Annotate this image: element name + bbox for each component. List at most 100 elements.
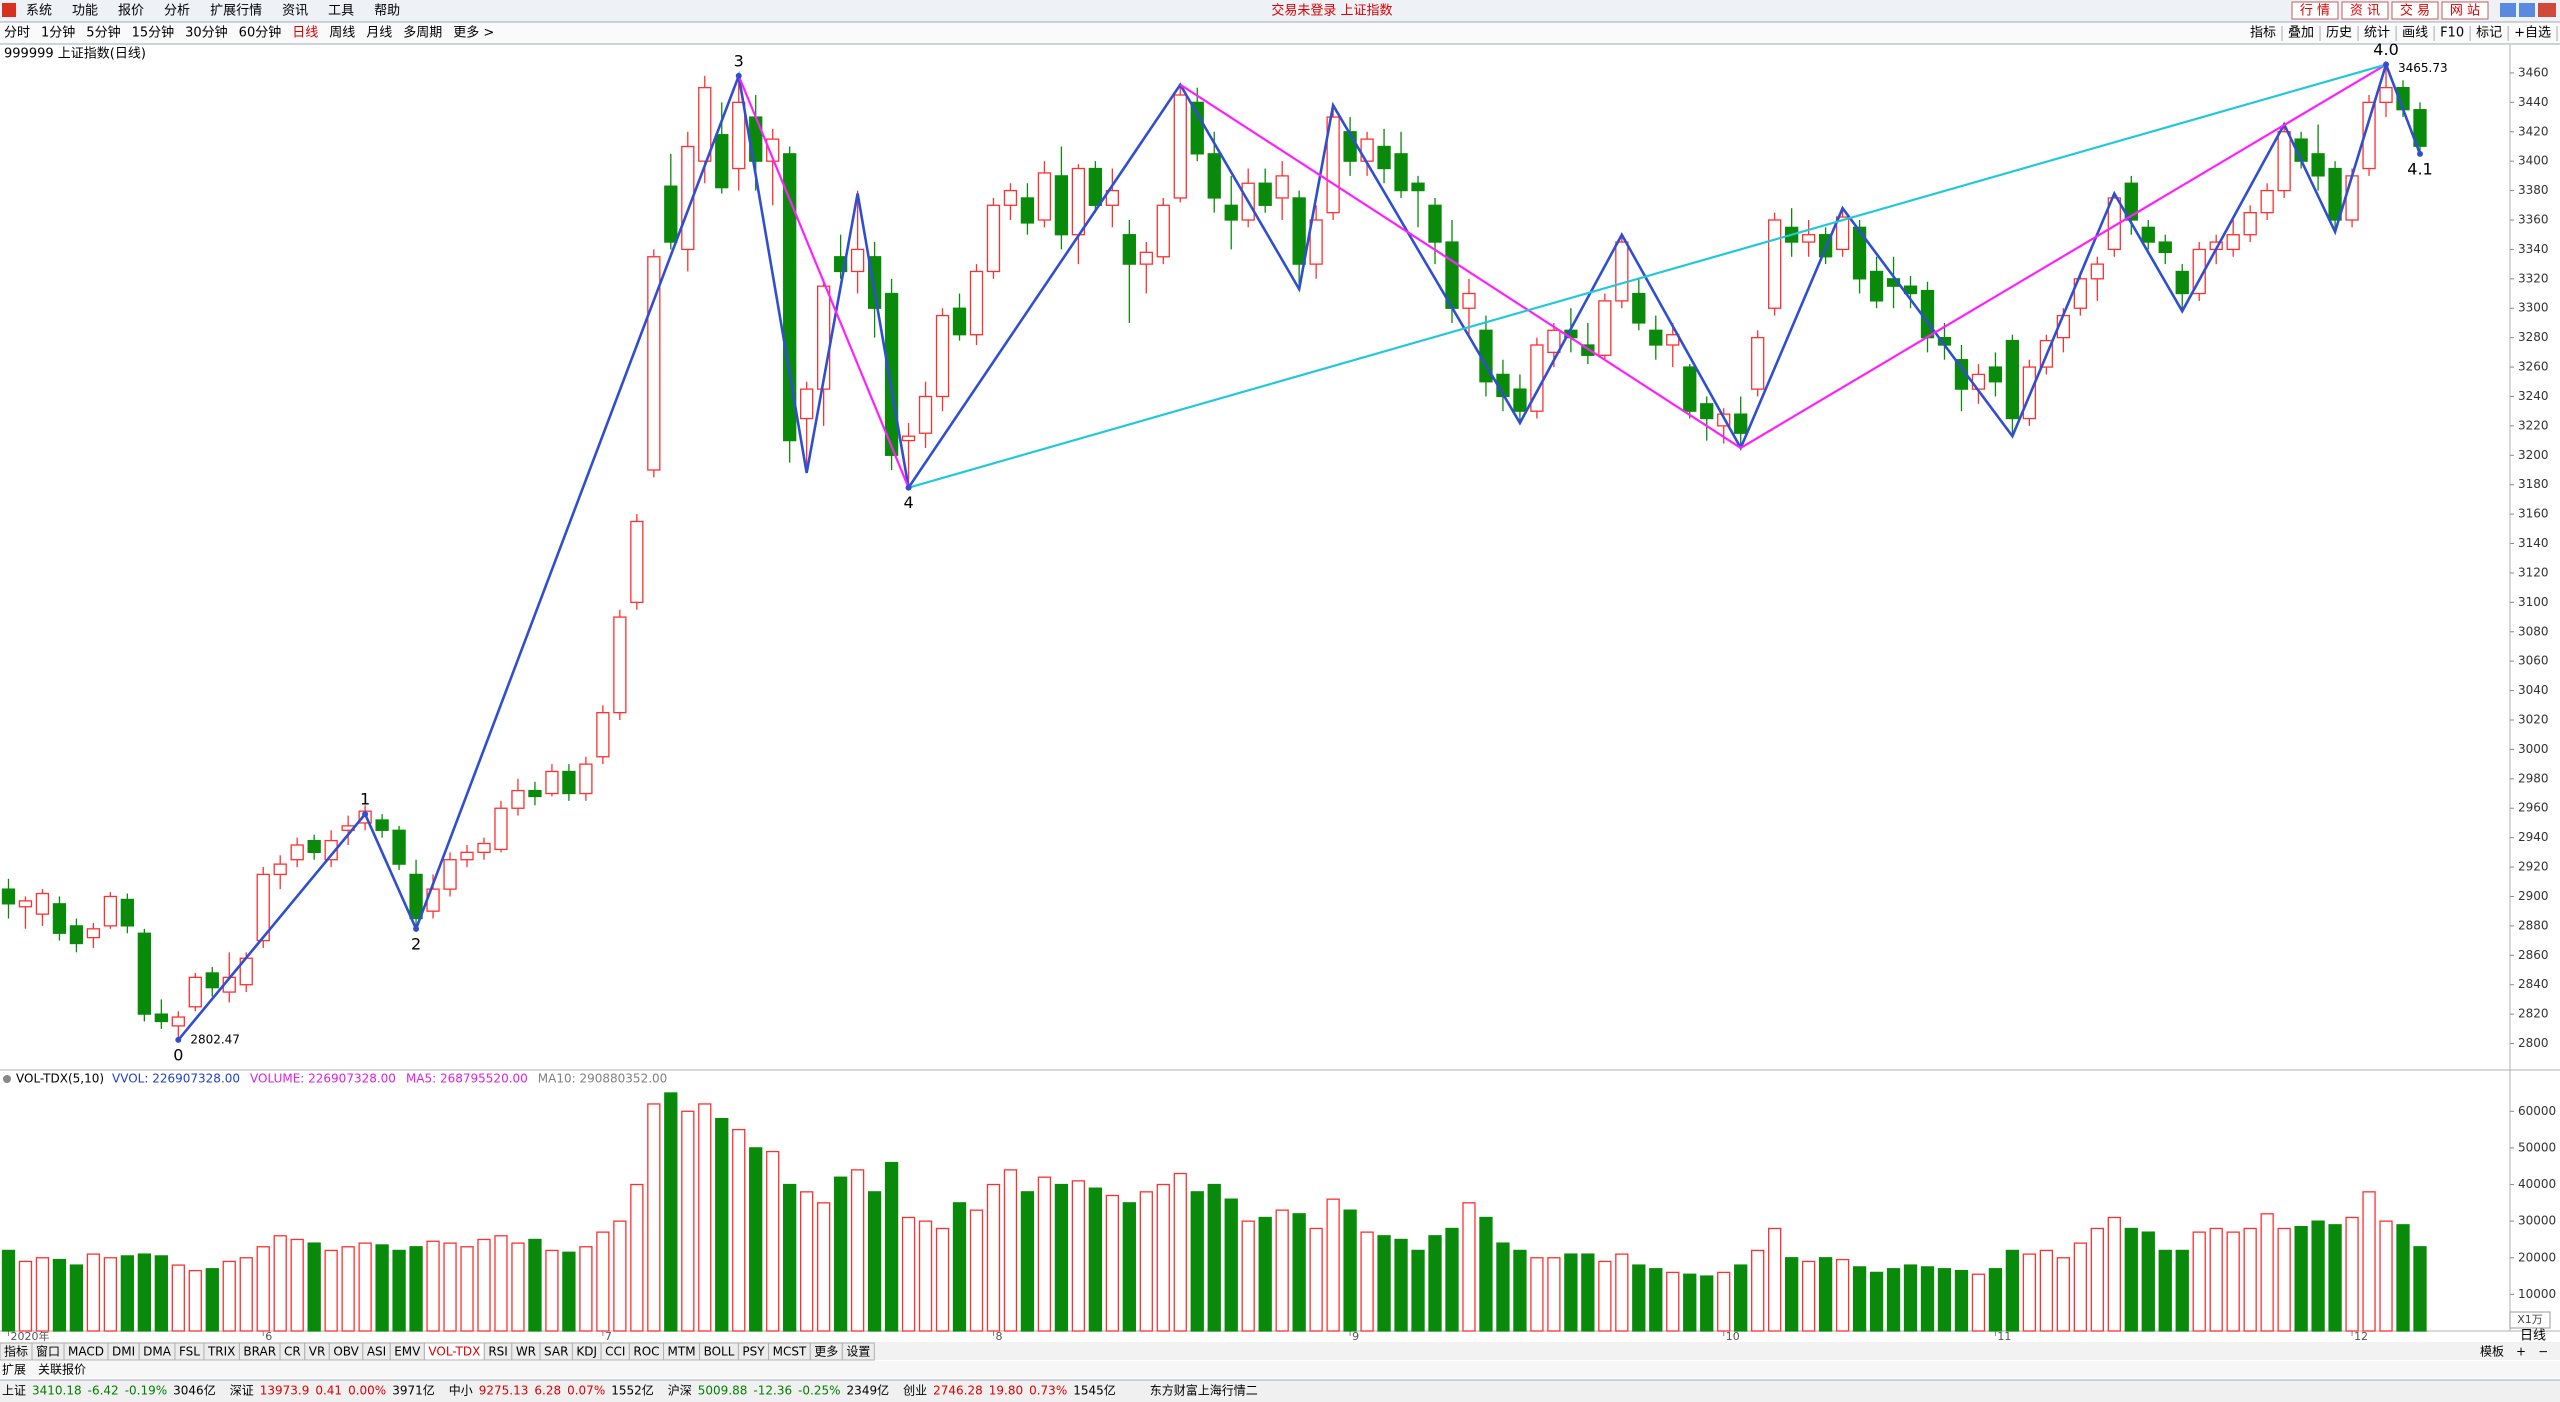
template-button[interactable]: 模板 [2480,1345,2504,1359]
indicator-tab[interactable]: 设置 [846,1345,870,1359]
volume-bar [1700,1275,1714,1332]
tool-button[interactable]: +自选 [2514,26,2551,41]
candle-body [1920,289,1935,339]
period-tab[interactable]: 5分钟 [86,25,120,41]
period-tab[interactable]: 分时 [4,26,30,41]
tool-button[interactable]: 标记 [2476,26,2502,41]
candle-body [1275,175,1289,199]
indicator-tab-box[interactable] [841,1342,875,1361]
menu-item[interactable]: 帮助 [374,4,400,19]
tool-button[interactable]: 历史 [2326,26,2352,41]
pivot-point [2383,61,2390,68]
menu-item[interactable]: 功能 [72,4,98,19]
period-tab[interactable]: 多周期 [403,25,442,41]
volume-bar [1309,1227,1323,1332]
top-button-label[interactable]: 网 站 [2450,4,2480,19]
indicator-tab[interactable]: PSY [742,1345,765,1359]
period-tab[interactable]: 1分钟 [41,25,75,41]
indicator-tab[interactable]: DMA [143,1345,172,1359]
period-tab[interactable]: 60分钟 [239,25,282,41]
indicator-tab[interactable]: MACD [68,1345,104,1359]
indicator-tab[interactable]: BRAR [243,1345,276,1359]
top-button[interactable] [2441,1,2489,20]
volume-bar [1241,1220,1255,1332]
menu-item[interactable]: 资讯 [282,4,308,19]
candle-body [1190,101,1204,155]
top-button[interactable] [2291,1,2339,20]
indicator-tab[interactable]: KDJ [576,1345,597,1359]
tool-button[interactable]: 统计 [2364,26,2390,41]
indicator-tab[interactable]: TRIX [207,1345,235,1359]
y-tick-label: 2920 [2518,860,2549,874]
period-tab[interactable]: 30分钟 [185,25,228,41]
status-amount: 2349亿 [847,1383,890,1398]
candle-body [1683,366,1697,412]
tool-button[interactable]: 画线 [2402,26,2428,41]
menu-item[interactable]: 报价 [118,4,144,19]
indicator-tab[interactable]: WR [516,1345,536,1359]
volume-bar [443,1242,457,1332]
indicator-tab[interactable]: CR [284,1345,301,1359]
volume-bar [681,1110,695,1332]
volume-bar [867,1191,882,1332]
indicator-tab[interactable]: VR [309,1345,326,1359]
app-icon[interactable] [2,3,16,17]
status-name: 中小 [449,1383,473,1398]
y-tick-label: 3060 [2518,654,2549,668]
menu-item[interactable]: 扩展行情 [210,4,262,19]
indicator-tab[interactable]: 窗口 [36,1345,60,1359]
indicator-tab[interactable]: RSI [488,1345,508,1359]
top-button[interactable] [2341,1,2389,20]
y-tick-label: 20000 [2518,1250,2556,1264]
menu-item[interactable]: 系统 [26,4,52,19]
volume-bar [1360,1231,1374,1332]
indicator-tab[interactable]: 指标 [4,1344,28,1359]
tool-button[interactable]: 指标 [2250,26,2276,41]
indicator-tab[interactable]: EMV [394,1345,421,1359]
window-button[interactable] [2500,3,2516,17]
indicator-tab[interactable]: 更多 [814,1345,838,1359]
volume-bar [494,1235,508,1332]
indicator-tab[interactable]: ROC [633,1345,659,1359]
period-tab[interactable]: 月线 [366,26,392,41]
indicator-tab[interactable]: DMI [112,1345,135,1359]
indicator-tab[interactable]: MTM [668,1345,696,1359]
top-button-label[interactable]: 交 易 [2400,3,2430,19]
menu-item[interactable]: 工具 [328,4,354,19]
period-tab[interactable]: 15分钟 [132,25,175,41]
pivot-label: 0 [173,1045,183,1064]
period-tab[interactable]: 日线 [292,26,318,41]
indicator-tab[interactable]: BOLL [704,1345,735,1359]
candle-body [86,928,101,939]
y-tick-label: 3000 [2518,742,2549,756]
top-button-label[interactable]: 行 情 [2300,4,2330,19]
template-button[interactable]: + [2516,1345,2526,1359]
period-tab[interactable]: 更多 > [453,25,494,41]
candle-body [273,863,287,876]
indicator-tab[interactable]: CCI [605,1345,625,1359]
indicator-tab[interactable]: MCST [773,1345,807,1359]
status-pct: 0.73% [1029,1384,1067,1398]
window-button[interactable] [2538,3,2556,17]
template-button[interactable]: − [2538,1345,2548,1359]
indicator-tab[interactable]: FSL [179,1345,200,1359]
candle-body [1869,270,1884,302]
menu-item[interactable]: 分析 [164,4,190,19]
volume-bar [1937,1268,1952,1332]
volume-bar [103,1257,118,1332]
indicator-tab[interactable]: OBV [333,1345,359,1359]
indicator-tab[interactable]: VOL-TDX [428,1345,480,1359]
top-button-label[interactable]: 资 讯 [2350,4,2380,19]
volume-bar [1581,1253,1595,1332]
indicator-tab[interactable]: ASI [367,1345,386,1359]
volume-bar [2396,1224,2410,1332]
top-button[interactable] [2391,1,2439,20]
ext-tab[interactable]: 扩展 [2,1363,26,1377]
indicator-tab[interactable]: SAR [544,1345,568,1359]
tool-button[interactable]: F10 [2440,26,2464,41]
ext-tab[interactable]: 关联报价 [38,1362,86,1377]
period-tab[interactable]: 周线 [329,26,355,41]
tool-button[interactable]: 叠加 [2288,26,2314,41]
panel-icon[interactable] [3,1075,11,1083]
window-button[interactable] [2519,3,2535,17]
